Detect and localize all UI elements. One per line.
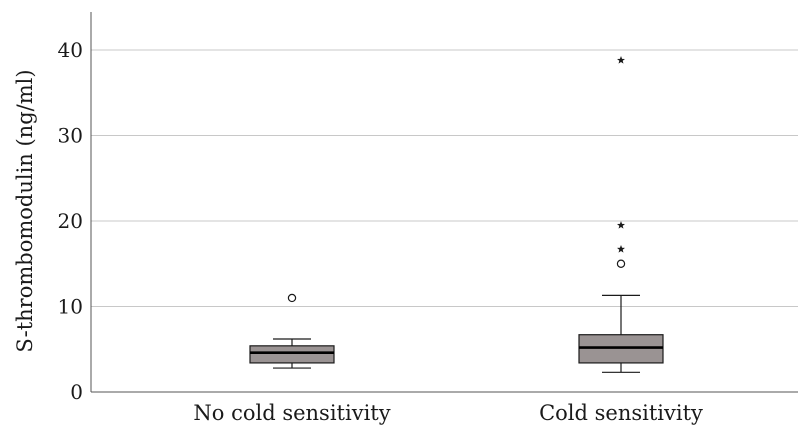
- outlier-star: [617, 56, 625, 64]
- y-tick-label: 10: [58, 295, 83, 319]
- y-tick-label: 20: [58, 209, 83, 233]
- outlier-circle: [287, 293, 297, 303]
- outlier-circle: [616, 259, 626, 268]
- outlier-star: [617, 245, 625, 253]
- category-label: No cold sensitivity: [193, 401, 390, 425]
- y-axis-title: S-thrombomodulin (ng/ml): [13, 69, 37, 352]
- y-tick-labels: 0 10 20 30 40: [58, 38, 83, 404]
- gridlines: [91, 49, 798, 307]
- category-labels: No cold sensitivity Cold sensitivity: [193, 401, 703, 425]
- box-group: [249, 293, 335, 369]
- category-label: Cold sensitivity: [539, 401, 703, 425]
- y-tick-label: 40: [58, 38, 83, 62]
- box-iqr: [249, 345, 335, 364]
- box-group: [578, 56, 664, 373]
- y-tick-label: 0: [70, 380, 83, 404]
- axes: [90, 12, 798, 393]
- boxes: [249, 56, 664, 373]
- outlier-star: [617, 221, 625, 229]
- y-tick-label: 30: [58, 124, 83, 148]
